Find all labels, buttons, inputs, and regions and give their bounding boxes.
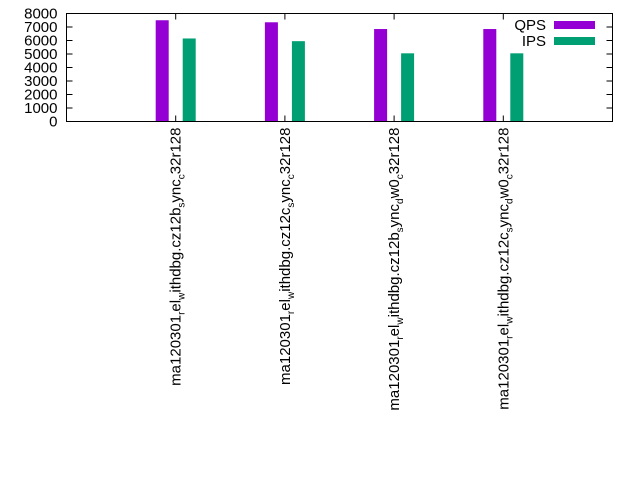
x-tick-label-part: 32r128: [495, 128, 512, 175]
x-tick-label-subscript: r: [395, 336, 406, 340]
bar-ips-3: [401, 53, 415, 122]
y-tick-label: 0: [49, 114, 57, 131]
y-tick-label: 5000: [24, 46, 57, 63]
x-tick-label-part: el: [277, 299, 294, 311]
bars-layer: [155, 20, 524, 122]
x-tick-label-part: ync: [386, 203, 403, 227]
x-tick-label-subscript: w: [286, 291, 297, 300]
x-tick-label: ma120301relwithdbg.cz12bsyncdw0c32r128: [386, 128, 406, 411]
x-tick-label: ma120301relwithdbg.cz12csyncdw0c32r128: [495, 128, 515, 410]
x-tick-label-part: ithdbg.cz12c: [495, 232, 512, 317]
x-tick-label-part: ma120301: [168, 315, 185, 386]
x-tick-label-part: el: [386, 325, 403, 337]
x-tick-label-part: ync: [495, 203, 512, 227]
y-tick-label: 3000: [24, 73, 57, 90]
x-tick-label-part: ma120301: [277, 314, 294, 385]
bar-qps-1: [155, 20, 169, 122]
bar-ips-2: [291, 41, 305, 122]
x-tick-label-subscript: s: [504, 227, 515, 232]
bar-qps-2: [264, 22, 278, 122]
x-tick-label-part: w0: [495, 179, 512, 199]
bar-ips-4: [510, 53, 524, 122]
bar-qps-3: [374, 29, 388, 122]
x-tick-label-subscript: d: [395, 198, 406, 204]
x-tick-label-part: ithdbg.cz12b: [168, 208, 185, 293]
x-tick-label-subscript: c: [395, 174, 406, 179]
x-tick-label-part: ma120301: [386, 340, 403, 411]
bar-ips-1: [182, 38, 196, 122]
legend-label-qps: QPS: [514, 17, 546, 34]
y-tick-label: 8000: [24, 6, 57, 23]
x-tick-label-part: ithdbg.cz12b: [386, 232, 403, 317]
x-tick-label-subscript: r: [177, 311, 188, 315]
x-tick-label-subscript: s: [395, 227, 406, 232]
y-tick-label: 4000: [24, 60, 57, 77]
x-tick-label-part: 32r128: [386, 128, 403, 175]
x-tick-label-subscript: r: [286, 310, 297, 314]
x-tick-label-subscript: w: [395, 317, 406, 326]
legend-label-ips: IPS: [522, 33, 546, 50]
x-tick-label-part: ync: [277, 179, 294, 203]
legend-swatch-ips: [554, 37, 595, 45]
x-tick-label-subscript: r: [504, 335, 515, 339]
x-axis: ma120301relwithdbg.cz12bsyncc32r128ma120…: [168, 13, 515, 411]
x-tick-label-subscript: w: [177, 292, 188, 301]
x-tick-label-subscript: s: [177, 203, 188, 208]
x-tick-label-subscript: c: [504, 174, 515, 179]
x-tick-label-part: ma120301: [495, 339, 512, 410]
x-tick-label-subscript: w: [504, 316, 515, 325]
x-tick-label-part: w0: [386, 179, 403, 199]
bar-qps-4: [483, 29, 497, 122]
legend-swatch-qps: [554, 21, 595, 29]
x-tick-label-part: ync: [168, 179, 185, 203]
y-tick-label: 1000: [24, 100, 57, 117]
x-tick-label-part: el: [168, 300, 185, 312]
x-tick-label-part: el: [495, 324, 512, 336]
x-tick-label-subscript: c: [286, 174, 297, 179]
x-tick-label-part: 32r128: [277, 128, 294, 175]
x-tick-label-subscript: s: [286, 203, 297, 208]
y-tick-label: 2000: [24, 87, 57, 104]
x-tick-label-part: ithdbg.cz12c: [277, 207, 294, 292]
x-tick-label-subscript: d: [504, 198, 515, 204]
x-tick-label-part: 32r128: [168, 128, 185, 175]
x-tick-label: ma120301relwithdbg.cz12csyncc32r128: [277, 128, 297, 385]
x-tick-label: ma120301relwithdbg.cz12bsyncc32r128: [168, 128, 188, 386]
x-tick-label-subscript: c: [177, 174, 188, 179]
y-tick-label: 6000: [24, 33, 57, 50]
y-tick-label: 7000: [24, 19, 57, 36]
